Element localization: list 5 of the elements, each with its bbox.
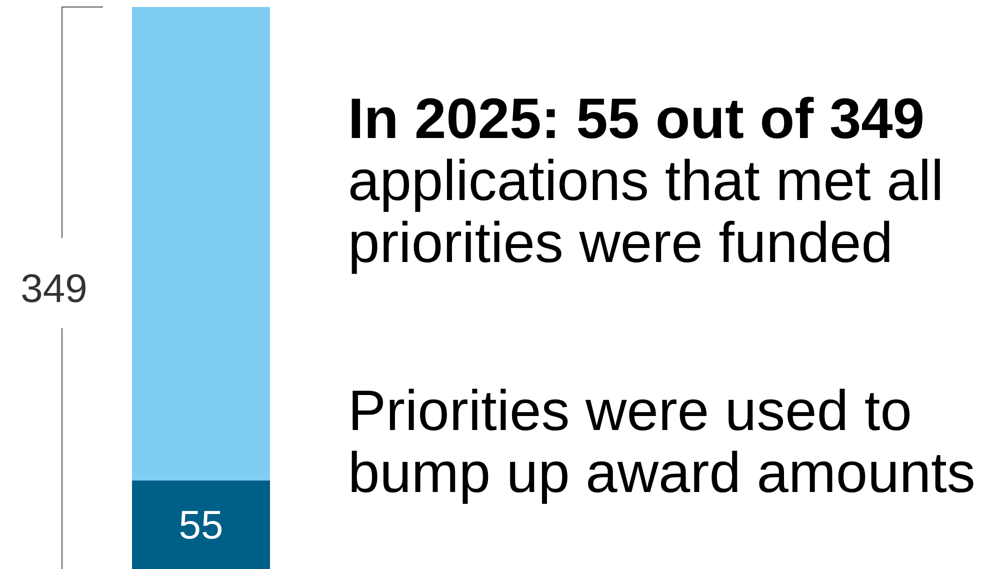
data-label: 55 [178, 504, 224, 548]
text: applications that met all priorities were funded [348, 149, 944, 275]
total-label: 349 [20, 267, 88, 311]
text: In 2025: 55 out of 349 [348, 87, 925, 151]
text: Priorities were used to bump up award amounts [348, 379, 976, 505]
